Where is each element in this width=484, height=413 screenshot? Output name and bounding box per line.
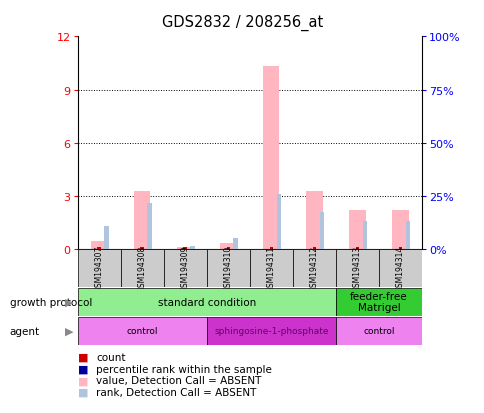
Bar xyxy=(104,227,108,250)
Text: sphingosine-1-phosphate: sphingosine-1-phosphate xyxy=(213,326,328,335)
Text: percentile rank within the sample: percentile rank within the sample xyxy=(96,364,272,374)
Bar xyxy=(206,250,249,287)
Bar xyxy=(97,248,101,250)
Bar xyxy=(177,247,193,250)
Bar xyxy=(148,249,151,250)
Bar xyxy=(190,246,194,250)
Text: count: count xyxy=(96,352,125,362)
Text: ▶: ▶ xyxy=(64,326,73,336)
Bar xyxy=(335,317,421,345)
Text: GSM194312: GSM194312 xyxy=(309,245,318,292)
Bar xyxy=(276,195,280,250)
Text: agent: agent xyxy=(10,326,40,336)
Text: GSM194314: GSM194314 xyxy=(395,245,404,292)
Text: growth protocol: growth protocol xyxy=(10,297,92,307)
Text: ■: ■ xyxy=(77,375,88,385)
Bar xyxy=(134,191,150,250)
Text: GSM194308: GSM194308 xyxy=(137,245,146,292)
Text: ▶: ▶ xyxy=(64,297,73,307)
Bar xyxy=(220,244,236,250)
Bar xyxy=(163,250,206,287)
Bar xyxy=(269,248,272,250)
Text: ■: ■ xyxy=(77,352,88,362)
Bar xyxy=(378,250,421,287)
Bar xyxy=(105,249,107,250)
Bar xyxy=(362,221,366,250)
Bar xyxy=(206,317,335,345)
Bar xyxy=(77,288,335,316)
Text: GSM194313: GSM194313 xyxy=(352,245,361,292)
Bar xyxy=(335,250,378,287)
Bar xyxy=(398,248,401,250)
Bar xyxy=(392,211,408,250)
Bar xyxy=(348,211,365,250)
Bar xyxy=(305,191,322,250)
Text: standard condition: standard condition xyxy=(157,297,256,307)
Bar xyxy=(277,249,279,250)
Text: GSM194309: GSM194309 xyxy=(181,245,189,292)
Bar xyxy=(234,249,237,250)
Bar xyxy=(226,248,229,250)
Bar xyxy=(249,250,292,287)
Bar xyxy=(319,213,323,250)
Bar xyxy=(91,241,107,250)
Text: feeder-free
Matrigel: feeder-free Matrigel xyxy=(349,291,407,313)
Bar xyxy=(140,248,144,250)
Text: GSM194307: GSM194307 xyxy=(94,245,104,292)
Text: GDS2832 / 208256_at: GDS2832 / 208256_at xyxy=(162,14,322,31)
Bar xyxy=(405,221,409,250)
Bar xyxy=(355,248,358,250)
Bar xyxy=(121,250,163,287)
Text: GSM194310: GSM194310 xyxy=(223,245,232,292)
Bar xyxy=(263,67,279,250)
Bar xyxy=(292,250,335,287)
Text: control: control xyxy=(126,326,158,335)
Bar xyxy=(77,317,206,345)
Bar xyxy=(147,204,151,250)
Bar xyxy=(363,249,365,250)
Bar xyxy=(335,288,421,316)
Bar xyxy=(319,249,322,250)
Text: ■: ■ xyxy=(77,364,88,374)
Bar xyxy=(312,248,316,250)
Text: rank, Detection Call = ABSENT: rank, Detection Call = ABSENT xyxy=(96,387,256,397)
Text: GSM194311: GSM194311 xyxy=(266,245,275,292)
Bar xyxy=(77,250,121,287)
Bar xyxy=(183,248,186,250)
Text: ■: ■ xyxy=(77,387,88,397)
Bar xyxy=(233,238,237,250)
Bar xyxy=(406,249,408,250)
Text: control: control xyxy=(363,326,394,335)
Text: value, Detection Call = ABSENT: value, Detection Call = ABSENT xyxy=(96,375,261,385)
Bar xyxy=(191,249,194,250)
